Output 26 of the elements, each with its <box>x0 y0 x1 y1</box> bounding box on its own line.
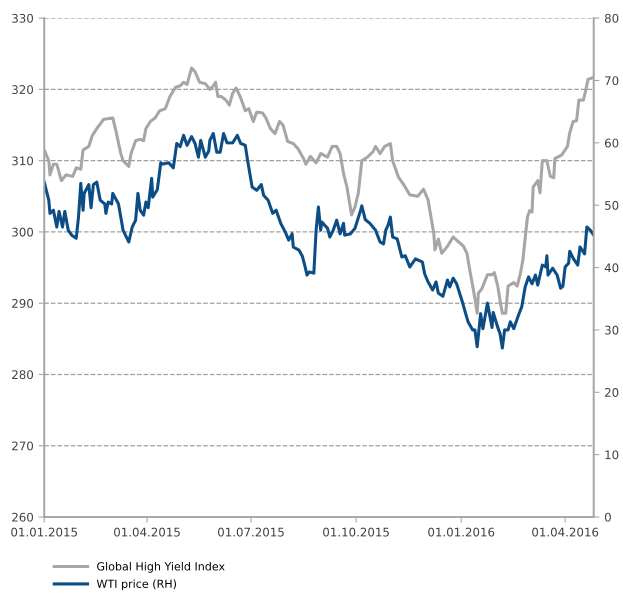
y-tick-label: 330 <box>12 14 34 23</box>
y2-tick-label: 20 <box>605 388 618 397</box>
legend-label: WTI price (RH) <box>96 579 176 590</box>
x-tick-label: 01.04.2016 <box>532 528 598 537</box>
y-tick-label: 280 <box>12 370 34 380</box>
y2-tick-label: 30 <box>605 326 618 335</box>
x-tick-label: 01.01.2016 <box>428 528 494 537</box>
y2-tick-label: 80 <box>604 14 618 23</box>
y-tick-label: 300 <box>12 228 34 237</box>
y-tick-label: 260 <box>12 512 34 522</box>
x-tick-label: 01.10.2015 <box>323 528 389 537</box>
y2-tick-label: 10 <box>605 450 618 460</box>
x-tick-label: 01.07.2015 <box>218 528 284 537</box>
x-tick-label: 01.01.2015 <box>11 528 77 537</box>
y2-tick-label: 60 <box>604 138 618 148</box>
legend-label: Global High Yield Index <box>97 562 225 573</box>
y-tick-label: 320 <box>12 85 34 94</box>
line-series <box>44 132 594 350</box>
y-tick-label: 290 <box>12 298 34 308</box>
y-tick-label: 310 <box>12 156 34 166</box>
y2-tick-label: 40 <box>604 263 618 272</box>
y2-tick-label: 70 <box>605 76 618 86</box>
y2-tick-label: 50 <box>605 200 618 210</box>
y2-tick-label: 0 <box>604 512 611 522</box>
y-tick-label: 270 <box>12 441 34 450</box>
x-tick-label: 01.04.2015 <box>114 528 180 537</box>
